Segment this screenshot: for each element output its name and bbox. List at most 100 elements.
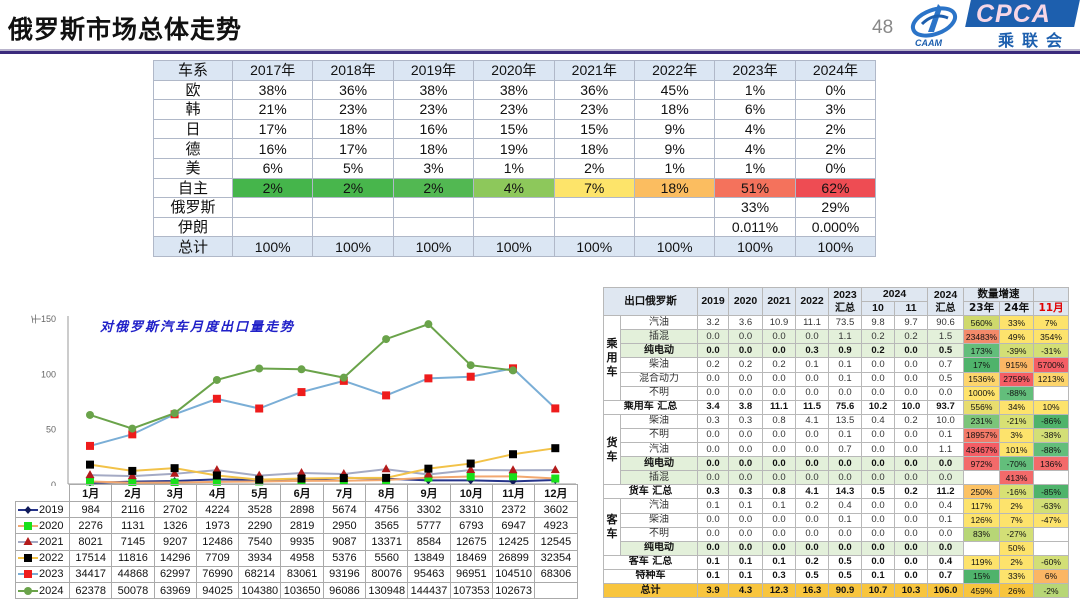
growth-year-header: 24年	[999, 301, 1035, 317]
share-cell: 18%	[312, 118, 394, 140]
row-label: 插混	[620, 329, 698, 345]
row-label: 不明	[620, 526, 698, 542]
growth-cell: 2%	[999, 554, 1035, 570]
data-value: 83061	[280, 565, 324, 583]
row-label: 韩	[153, 99, 233, 120]
export-row: 纯电动 0.0 0.0 0.0 0.0 0.0 0.0 0.0 0.0 972% -70% 136%	[604, 456, 1070, 472]
share-cell: 29%	[794, 197, 877, 218]
share-cell: 1%	[473, 157, 555, 179]
export-row: 混合动力 0.0 0.0 0.0 0.0 0.1 0.0 0.0 0.5 1536% 2759% 12…	[604, 371, 1070, 387]
growth-cell: 17%	[963, 357, 1001, 373]
legend-entry: 2024	[15, 581, 70, 600]
share-cell: 45%	[633, 79, 716, 101]
growth-cell	[963, 540, 1001, 556]
value-cell: 0.0	[828, 470, 862, 486]
data-value: 4224	[195, 500, 240, 519]
share-cell: 0%	[794, 79, 877, 101]
value-cell: 0.2	[893, 329, 929, 345]
value-cell: 0.8	[762, 484, 796, 500]
value-cell: 0.0	[795, 385, 829, 401]
export-row: 总计 3.9 4.3 12.3 16.3 90.9 10.7 10.3 106.0 459% 26%…	[603, 582, 1070, 599]
growth-cell: 556%	[963, 399, 1001, 415]
share-row: 德 16% 17% 18% 19% 18% 9% 4% 2%	[153, 138, 877, 159]
series-line-2022	[89, 447, 556, 481]
legend-entry: 2019	[15, 500, 70, 519]
growth-year-header: 23年	[963, 301, 1001, 317]
blank-header	[1033, 286, 1070, 303]
series-row: 2019 984 2116 2702 4224 3528 2898 5674 4756 3302 3…	[15, 500, 578, 519]
value-cell: 4.1	[795, 484, 829, 500]
value-cell: 0.4	[861, 413, 895, 429]
value-cell: 0.4	[828, 498, 862, 514]
data-point-2021	[297, 468, 306, 477]
data-value: 63969	[153, 581, 197, 600]
data-value: 8584	[407, 533, 451, 551]
share-cell: 100%	[553, 236, 635, 257]
data-value: 68306	[534, 565, 578, 583]
value-cell: 0.0	[762, 470, 796, 486]
share-cell: 16%	[231, 138, 314, 159]
data-point-2021	[466, 464, 476, 473]
data-point-2024	[297, 365, 306, 374]
value-cell: 0.2	[893, 484, 929, 500]
column-header: 2023年	[714, 60, 796, 81]
value-cell: 0.0	[795, 540, 829, 556]
share-cell: 6%	[714, 99, 796, 120]
share-cell	[553, 216, 635, 238]
share-cell: 7%	[553, 177, 635, 199]
series-line-2020	[89, 475, 556, 484]
value-cell: 0.1	[697, 554, 729, 570]
value-cell: 10.0	[893, 399, 929, 415]
share-cell: 6%	[231, 157, 314, 179]
value-cell: 0.0	[697, 540, 729, 556]
value-cell: 0.0	[697, 470, 729, 486]
share-cell	[633, 197, 716, 218]
value-cell: 0.0	[728, 343, 763, 359]
share-cell: 0%	[794, 157, 877, 179]
x-tick-label: 7月	[322, 484, 367, 502]
growth-cell: -38%	[1033, 427, 1070, 444]
growth-cell: -27%	[999, 526, 1035, 542]
data-point-2021	[212, 465, 222, 474]
share-cell: 36%	[553, 79, 635, 101]
share-cell: 4%	[714, 118, 796, 140]
data-value: 6947	[491, 517, 536, 535]
value-cell: 0.0	[927, 385, 965, 401]
share-cell: 38%	[473, 79, 555, 101]
legend-entry: 2021	[15, 533, 70, 551]
x-tick-label: 5月	[238, 484, 282, 502]
share-row: 总计 100% 100% 100% 100% 100% 100% 100% 100%	[153, 236, 877, 257]
data-value: 13371	[365, 533, 409, 551]
share-cell: 23%	[473, 99, 555, 120]
value-cell: 3.9	[697, 582, 729, 599]
share-cell: 23%	[553, 99, 635, 120]
value-cell: 0.4	[927, 554, 965, 570]
growth-cell: 33%	[999, 568, 1035, 584]
share-cell: 100%	[312, 236, 394, 257]
data-point-2024	[255, 364, 264, 373]
value-cell: 0.0	[861, 371, 895, 387]
value-cell: 0.0	[828, 526, 862, 542]
value-cell: 3.4	[697, 399, 729, 415]
data-value: 50078	[111, 581, 155, 600]
value-cell: 0.0	[861, 554, 895, 570]
russia-export-table: 出口俄罗斯 2019 2020 2021 2022 2023 汇总 2024 2024 汇总 数量增…	[603, 286, 1070, 599]
value-cell: 0.0	[893, 470, 929, 486]
export-row: 柴油 0.2 0.2 0.2 0.1 0.1 0.0 0.0 0.7 17% 915% 5700%	[604, 357, 1070, 373]
series-row: 2020 2276 1131 1326 1973 2290 2819 2950 3565 5777…	[15, 517, 578, 535]
row-label: 纯电动	[620, 456, 698, 472]
value-cell: 0.2	[697, 357, 729, 373]
share-cell	[473, 216, 555, 238]
share-cell: 38%	[231, 79, 314, 101]
data-point-2022	[86, 460, 94, 469]
share-cell: 51%	[714, 177, 796, 199]
value-cell: 0.0	[697, 385, 729, 401]
growth-cell: 173%	[963, 343, 1001, 359]
share-cell: 16%	[392, 118, 475, 140]
cpca-logo: CPCA 乘联会	[962, 0, 1080, 50]
value-cell: 0.3	[762, 568, 796, 584]
data-value: 103650	[280, 581, 324, 600]
share-cell: 9%	[633, 118, 716, 140]
data-point-2022	[170, 464, 179, 473]
value-cell: 0.0	[861, 470, 895, 486]
